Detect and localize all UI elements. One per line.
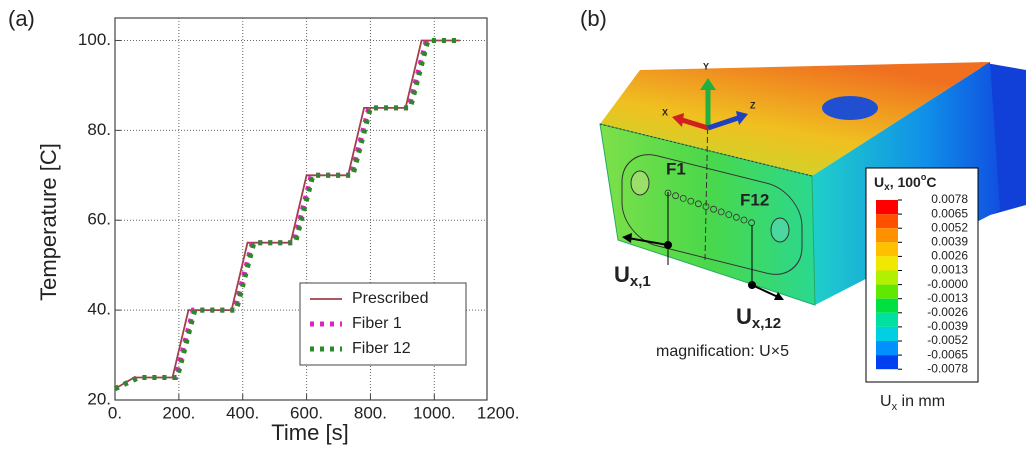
arrowhead (774, 292, 784, 300)
colorbar-label: 0.0039 (931, 234, 968, 248)
fiber (695, 200, 702, 208)
colorbar: 0.00780.00650.00520.00390.00260.0013-0.0… (876, 192, 968, 375)
colorbar-label: -0.0078 (927, 361, 968, 375)
colorbar-band (876, 326, 898, 341)
text: in mm (897, 393, 945, 410)
axis-arrow (681, 117, 709, 131)
colorbar-label: -0.0000 (927, 277, 968, 291)
panel-label: (a) (8, 6, 35, 31)
colorbar-band (876, 242, 898, 257)
colorbar-unit: Ux in mm (880, 393, 945, 413)
symbol: U (736, 304, 752, 329)
colorbar-label: 0.0052 (931, 220, 968, 234)
fiber (717, 208, 725, 216)
fiber (725, 211, 733, 219)
colorbar-band (876, 256, 898, 271)
arrowhead (672, 113, 684, 127)
legend-label: Fiber 1 (352, 315, 402, 332)
contour-spot (822, 96, 878, 120)
subscript: x,12 (752, 315, 781, 332)
x-tick-label: 0. (108, 403, 122, 422)
axis-letter: Y (703, 61, 709, 71)
arrowhead (700, 78, 716, 90)
colorbar-label: 0.0013 (931, 263, 968, 277)
colorbar-band (876, 228, 898, 243)
subscript: x,1 (630, 273, 651, 290)
colorbar-label: 0.0065 (931, 206, 968, 220)
edge (599, 123, 813, 177)
colorbar-band (876, 341, 898, 356)
hole (630, 170, 650, 196)
y-tick-label: 40. (87, 300, 111, 319)
colorbar-band (876, 298, 898, 313)
arrowhead (736, 111, 748, 125)
fiber (733, 213, 740, 221)
hole (770, 217, 790, 243)
symbol: U (880, 393, 892, 410)
fiber (740, 216, 748, 224)
panel-b: (b) F1 F12 Ux,1 Ux,12 magnification: U×5… (580, 6, 1026, 413)
subscript: x (884, 182, 890, 193)
axis-arrow (707, 115, 739, 131)
y-tick-label: 60. (87, 210, 111, 229)
colorbar-label: -0.0013 (927, 291, 968, 305)
fiber (679, 194, 687, 202)
text: C (926, 174, 936, 190)
subscript: x (892, 401, 898, 413)
colorbar-label: 0.0078 (931, 192, 968, 206)
fiber (702, 203, 710, 210)
panel-a: (a) Time [s] Temperature [C] (8, 6, 349, 445)
plot: 20. 40. 60. 80. 100. 0. 200. 400. 600. 800. 1000. 1… (78, 17, 520, 422)
colorbar-label: -0.0026 (927, 305, 968, 319)
colorbar-band (876, 200, 898, 215)
legend-box (299, 282, 467, 366)
arrowhead (622, 233, 632, 243)
y-tick-label: 80. (87, 120, 111, 139)
symbol: U (874, 174, 884, 190)
y-tick-label: 20. (87, 389, 111, 408)
text: , 100 (890, 174, 921, 190)
fiber (687, 197, 695, 205)
colorbar-band (876, 284, 898, 299)
fiber (672, 192, 679, 200)
x-tick-label: 400. (226, 403, 259, 422)
colorbar-label: -0.0039 (927, 319, 968, 333)
panel-label: (b) (580, 6, 607, 31)
center-line (704, 109, 709, 261)
arrow (751, 284, 779, 298)
magnification: magnification: U×5 (656, 343, 789, 360)
arrow (627, 237, 669, 246)
axis-letter: X (662, 107, 668, 117)
axis-letter: Z (750, 100, 756, 110)
x-axis-title: Time [s] (271, 420, 348, 445)
fiber-label: F1 (666, 159, 686, 178)
colorbar-label: -0.0065 (927, 347, 968, 361)
colorbar-band (876, 355, 898, 370)
displacement-label: Ux,1 (614, 262, 651, 290)
legend-label: Prescribed (352, 290, 428, 307)
x-tick-label: 800. (354, 403, 387, 422)
colorbar-title: Ux, 100oC (874, 172, 936, 192)
superscript: o (921, 172, 927, 182)
y-axis-title: Temperature [C] (36, 143, 61, 301)
displacement-label: Ux,12 (736, 304, 781, 332)
x-tick-label: 1000. (413, 403, 456, 422)
fiber (710, 205, 717, 213)
colorbar-band (876, 312, 898, 327)
symbol: U (614, 262, 630, 287)
outline (621, 154, 803, 275)
colorbar-band (876, 214, 898, 229)
colorbar-band (876, 270, 898, 285)
fiber-row (664, 189, 755, 227)
y-tick-label: 100. (78, 30, 111, 49)
x-tick-label: 1200. (477, 403, 520, 422)
colorbar-label: 0.0026 (931, 249, 968, 263)
plot-frame (114, 17, 488, 401)
colorbar-label: -0.0052 (927, 333, 968, 347)
x-tick-label: 600. (290, 403, 323, 422)
legend-label: Fiber 12 (352, 340, 411, 357)
x-tick-label: 200. (162, 403, 195, 422)
fiber-label: F12 (740, 190, 769, 209)
